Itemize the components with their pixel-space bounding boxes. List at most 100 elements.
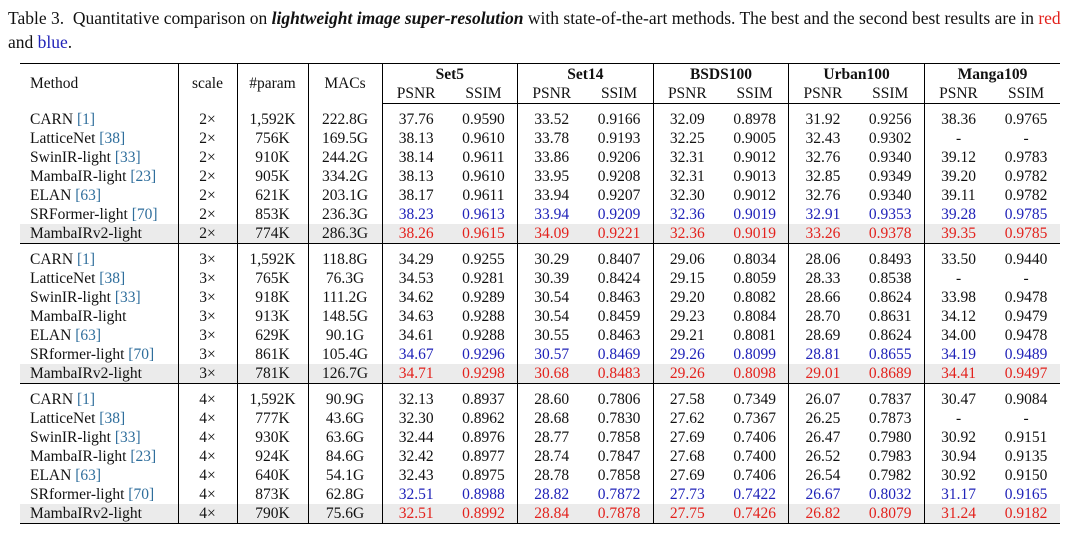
metric-cell: 0.9206 xyxy=(597,149,641,166)
metric-cell: - xyxy=(1023,270,1029,287)
metric-cell: 0.7872 xyxy=(597,486,641,503)
macs-cell: 62.8G xyxy=(307,485,382,504)
metric-cell: 34.29 xyxy=(381,243,450,269)
metric-cell: 30.55 xyxy=(517,326,586,345)
metric-cell: 29.26 xyxy=(652,364,721,384)
method-name: LatticeNet xyxy=(30,130,96,147)
macs-cell: 286.3G xyxy=(307,224,382,244)
metric-cell: 0.9349 xyxy=(868,168,912,185)
dataset-header: Urban100 xyxy=(788,63,925,84)
metric-cell: 26.67 xyxy=(788,485,857,504)
metric-cell: 0.7873 xyxy=(868,410,912,427)
citation: [1] xyxy=(76,110,96,128)
metric-cell: 0.9765 xyxy=(1004,111,1048,128)
row-group: CARN [1] 2× 1,592K 222.8G 37.76 0.9590 33.52 0.… xyxy=(20,103,1060,244)
table-row: ELAN [63] 4× 640K 54.1G 32.43 0.8975 28.78 0.78… xyxy=(20,466,1060,485)
method-name: LatticeNet xyxy=(30,270,96,287)
column-header: Method xyxy=(20,63,178,104)
method-cell: LatticeNet [38] xyxy=(20,409,178,428)
metric-cell: 0.8459 xyxy=(597,308,641,325)
metric-cell: 0.9281 xyxy=(462,270,505,287)
scale-cell: 2× xyxy=(177,186,237,205)
metric-cell: 0.7878 xyxy=(585,504,654,524)
metric-cell: 26.52 xyxy=(788,447,857,466)
metric-cell: 0.7858 xyxy=(597,429,641,446)
dataset-header: Set5 xyxy=(381,63,518,84)
macs-cell: 76.3G xyxy=(307,269,382,288)
metric-cell: 0.8424 xyxy=(597,270,641,287)
metric-header: PSNR xyxy=(652,84,721,104)
params-cell: 910K xyxy=(236,148,308,167)
caption-text: Quantitative comparison on xyxy=(72,8,268,28)
metric-cell: 34.53 xyxy=(381,269,450,288)
metric-cell: 0.9182 xyxy=(992,504,1060,524)
metric-cell: 0.9610 xyxy=(462,168,505,185)
macs-cell: 105.4G xyxy=(307,345,382,364)
method-cell: MambaIRv2-light xyxy=(20,364,178,384)
metric-cell: 0.9165 xyxy=(1004,486,1048,503)
metric-cell: 0.9615 xyxy=(449,224,518,244)
method-cell: MambaIR-light [23] xyxy=(20,447,178,466)
metric-header: PSNR xyxy=(381,84,450,104)
metric-cell: 34.00 xyxy=(923,326,993,345)
metric-cell: 32.09 xyxy=(652,103,721,129)
metric-cell: 32.36 xyxy=(652,205,721,224)
metric-cell: 0.8059 xyxy=(733,270,776,287)
metric-cell: 0.9012 xyxy=(733,149,776,166)
params-cell: 913K xyxy=(236,307,308,326)
method-cell: SwinIR-light [33] xyxy=(20,148,178,167)
metric-cell: 0.9782 xyxy=(1004,187,1048,204)
metric-cell: 0.9256 xyxy=(868,111,912,128)
metric-cell: 0.9288 xyxy=(462,327,505,344)
dataset-header: BSDS100 xyxy=(652,63,789,84)
metric-cell: 0.9785 xyxy=(992,224,1060,244)
metric-cell: - xyxy=(923,269,993,288)
metric-cell: 0.9479 xyxy=(1004,308,1048,325)
metric-cell: 0.7982 xyxy=(868,467,912,484)
metric-cell: 28.68 xyxy=(517,409,586,428)
metric-header: SSIM xyxy=(992,84,1060,104)
method-cell: CARN [1] xyxy=(20,384,178,410)
metric-cell: 0.9019 xyxy=(733,206,776,223)
metric-cell: 0.7830 xyxy=(597,410,641,427)
scale-cell: 4× xyxy=(177,504,237,524)
row-group: CARN [1] 3× 1,592K 118.8G 34.29 0.9255 30.29 0.… xyxy=(20,243,1060,384)
metric-cell: 0.7983 xyxy=(868,448,912,465)
macs-cell: 118.8G xyxy=(307,243,382,269)
metric-cell: 0.7837 xyxy=(868,391,912,408)
metric-cell: 0.8463 xyxy=(597,289,641,306)
method-cell: MambaIR-light xyxy=(20,307,178,326)
metric-cell: 0.8483 xyxy=(585,364,654,384)
method-cell: SRFormer-light [70] xyxy=(20,205,178,224)
method-name: ELAN xyxy=(30,327,72,344)
method-name: CARN xyxy=(30,110,74,128)
header-row: PSNR SSIM PSNR SSIM PSNR SSIM PSNR SSIM PSNR SSIM xyxy=(20,84,1060,104)
metric-cell: 0.9440 xyxy=(1004,251,1048,268)
citation: [23] xyxy=(130,168,157,185)
metric-cell: - xyxy=(1023,130,1029,147)
metric-cell: 34.19 xyxy=(923,345,993,364)
method-cell: MambaIRv2-light xyxy=(20,224,178,244)
scale-cell: 4× xyxy=(177,428,237,447)
params-cell: 640K xyxy=(236,466,308,485)
caption-label: Table 3. xyxy=(8,8,65,28)
method-cell: ELAN [63] xyxy=(20,466,178,485)
metric-cell: 0.8937 xyxy=(462,391,505,408)
metric-cell: 30.94 xyxy=(923,447,993,466)
metric-cell: 28.06 xyxy=(788,243,857,269)
metric-cell: 26.47 xyxy=(788,428,857,447)
params-cell: 781K xyxy=(236,364,308,384)
method-cell: ELAN [63] xyxy=(20,186,178,205)
method-name: MambaIR-light xyxy=(30,308,127,325)
method-name: MambaIRv2-light xyxy=(30,505,142,522)
metric-cell: 33.52 xyxy=(517,103,586,129)
results-table: Method scale #param MACs Set5 Set14 BSDS100 Urb… xyxy=(20,63,1060,524)
caption-text: . xyxy=(67,32,73,52)
table-row: SwinIR-light [33] 3× 918K 111.2G 34.62 0.9289… xyxy=(20,288,1060,307)
metric-cell: 34.12 xyxy=(923,307,993,326)
metric-cell: 39.20 xyxy=(923,167,993,186)
citation: [70] xyxy=(128,346,155,363)
macs-cell: 111.2G xyxy=(307,288,382,307)
method-cell: SRformer-light [70] xyxy=(20,485,178,504)
